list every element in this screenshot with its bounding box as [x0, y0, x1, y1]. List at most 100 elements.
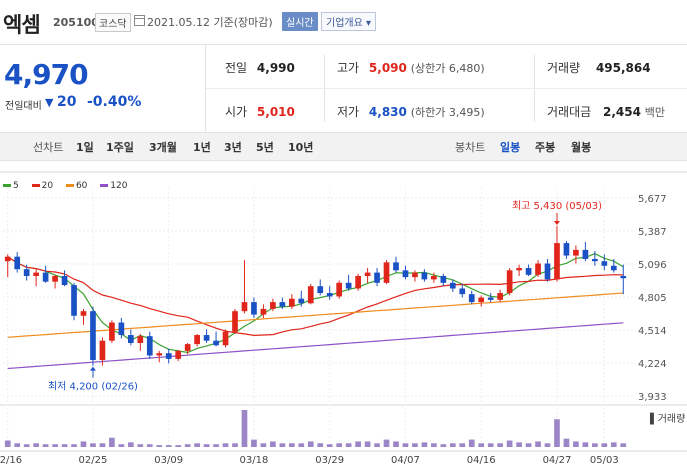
current-price: 4,970 — [4, 58, 89, 91]
stock-name: 엑셈 — [3, 13, 41, 37]
volume-bar — [52, 444, 58, 447]
x-tick-label: 05/03 — [590, 455, 619, 465]
volume-bar — [99, 443, 106, 447]
calendar-icon — [134, 15, 145, 26]
candle-body — [52, 275, 58, 282]
volume-bar — [71, 444, 77, 447]
legend-label: 120 — [110, 181, 128, 191]
volume-bar — [421, 442, 428, 447]
candle-body — [14, 256, 21, 270]
candle-body — [137, 336, 144, 343]
volume-bar — [345, 443, 352, 447]
volume-bar — [525, 443, 532, 447]
x-tick-label: 03/09 — [154, 455, 183, 465]
realtime-button[interactable]: 실시간 — [282, 12, 318, 31]
volume-bar — [487, 443, 494, 447]
candle-body — [402, 270, 409, 278]
tab-monthly[interactable]: 월봉 — [571, 141, 592, 154]
lower-limit: (하한가 3,495) — [410, 106, 485, 119]
candle-body — [80, 311, 87, 316]
candle-body — [383, 262, 390, 283]
tab-3m[interactable]: 3개월 — [149, 141, 177, 154]
candle-body — [355, 275, 361, 289]
low-label: 저가 — [337, 105, 360, 119]
candle-body — [497, 293, 503, 300]
company-overview-button[interactable]: 기업개요 ▾ — [321, 12, 377, 31]
divider — [206, 88, 687, 89]
low-arrow-head-icon — [89, 366, 96, 371]
volume-bar — [137, 444, 144, 447]
x-tick-label: 03/29 — [315, 455, 344, 465]
tab-weekly[interactable]: 주봉 — [535, 141, 556, 154]
candle-chart-label: 봉차트 — [455, 141, 486, 154]
volume-bar — [449, 443, 456, 447]
candle-body — [468, 294, 475, 303]
candle-body — [563, 243, 570, 256]
x-tick-label: 04/27 — [543, 455, 572, 465]
chart-tab-bar: 선차트 1일 1주일 3개월 1년 3년 5년 10년 봉차트 일봉 주봉 월봉 — [0, 132, 687, 161]
tab-daily[interactable]: 일봉 — [500, 141, 521, 154]
price-panel: 4,970 전일대비 ▼ 20 -0.40% — [0, 45, 206, 132]
y-tick-label: 4,514 — [638, 326, 667, 337]
candle-body — [175, 350, 182, 359]
trade-amount: 거래대금 2,454 백만 — [547, 103, 665, 120]
candle-body — [573, 249, 579, 256]
volume-bar — [412, 443, 418, 447]
candle-body — [146, 336, 153, 356]
candle-body — [23, 269, 30, 276]
low-value: 4,830 — [368, 105, 407, 119]
x-tick-label: 02/16 — [0, 455, 22, 465]
candle-body — [165, 353, 172, 359]
legend-swatch — [31, 184, 40, 187]
high-price: 고가 5,090 (상한가 6,480) — [337, 59, 485, 76]
upper-limit: (상한가 6,480) — [410, 62, 485, 75]
volume-bar — [184, 444, 191, 447]
volume-bar — [270, 441, 276, 447]
high-value: 5,090 — [368, 61, 407, 75]
candle-body — [326, 293, 333, 297]
candle-body — [279, 302, 286, 307]
tab-1w[interactable]: 1주일 — [106, 141, 134, 154]
volume-bar — [156, 445, 163, 447]
volume-bar — [175, 445, 182, 447]
candle-body — [128, 335, 134, 343]
candle-body — [33, 272, 39, 276]
volume-bar — [554, 419, 560, 447]
volume-bar — [326, 444, 333, 447]
high-label: 고가 — [337, 61, 360, 75]
candle-body — [393, 262, 399, 271]
tab-3y[interactable]: 3년 — [224, 141, 242, 154]
chevron-down-icon: ▾ — [366, 18, 372, 29]
low-annotation: 최저 4,200 (02/26) — [48, 381, 138, 393]
tab-5y[interactable]: 5년 — [256, 141, 274, 154]
volume-bar — [90, 443, 96, 447]
volume-bar — [194, 443, 200, 447]
volume-bar — [317, 443, 324, 447]
volume-bar — [42, 444, 49, 447]
volume-bar — [165, 445, 172, 447]
candle-body — [592, 258, 598, 262]
tab-1d[interactable]: 1일 — [76, 141, 94, 154]
volume-bar — [298, 443, 305, 447]
volume-bar — [468, 439, 475, 447]
candle-body — [109, 322, 115, 341]
candle-body — [61, 275, 68, 286]
line-chart-label: 선차트 — [33, 141, 64, 154]
legend-swatch — [100, 184, 109, 187]
volume-label: ▌거래량 — [649, 412, 685, 425]
candle-body — [336, 282, 343, 297]
volume-bar — [374, 443, 380, 447]
legend-swatch — [3, 184, 11, 187]
candle-body — [184, 344, 191, 351]
stock-header: 엑셈 205100 코스닥 2021.05.12 기준(장마감) 실시간 기업개… — [0, 0, 687, 45]
open-label: 시가 — [225, 105, 248, 119]
candle-body — [194, 335, 200, 345]
volume-bar — [232, 443, 238, 447]
tab-1y[interactable]: 1년 — [193, 141, 211, 154]
tab-10y[interactable]: 10년 — [288, 141, 314, 154]
volume-bar — [307, 441, 314, 447]
candle-body — [232, 311, 238, 332]
legend-label: 5 — [13, 181, 19, 191]
candle-body — [449, 282, 456, 289]
